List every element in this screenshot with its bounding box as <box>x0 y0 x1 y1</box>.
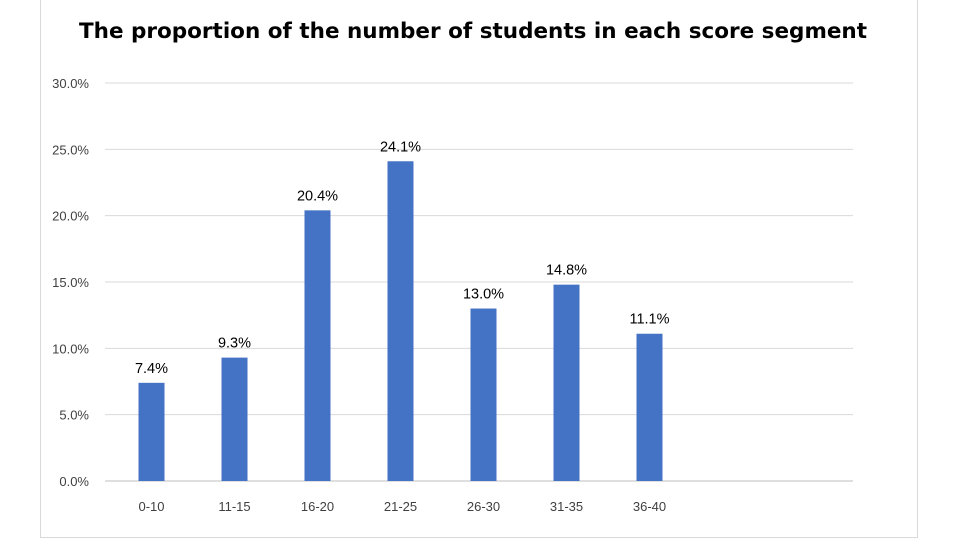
bar <box>138 382 165 481</box>
chart-title: The proportion of the number of students… <box>79 19 867 44</box>
bar <box>304 210 331 482</box>
x-tick-label: 36-40 <box>633 499 666 514</box>
y-tick-label: 0.0% <box>59 474 89 489</box>
x-tick-label: 16-20 <box>301 499 334 514</box>
data-label: 20.4% <box>297 188 338 204</box>
bar <box>387 161 414 482</box>
x-tick-label: 11-15 <box>218 499 250 514</box>
data-label: 13.0% <box>463 287 504 303</box>
y-tick-label: 20.0% <box>52 209 89 224</box>
data-label: 7.4% <box>135 361 168 377</box>
data-label: 24.1% <box>380 139 421 155</box>
data-label: 9.3% <box>218 336 251 352</box>
bar <box>221 357 248 481</box>
data-labels: 7.4% 9.3% 20.4% 24.1% 13.0% 14.8% 11.1% <box>135 139 670 377</box>
x-axis-ticks: 0-10 11-15 16-20 21-25 26-30 31-35 36-40 <box>138 499 666 514</box>
y-tick-label: 15.0% <box>52 275 89 290</box>
y-tick-label: 25.0% <box>52 142 89 157</box>
x-tick-label: 26-30 <box>467 499 500 514</box>
x-tick-label: 31-35 <box>550 499 583 514</box>
bar <box>636 333 663 481</box>
data-label: 14.8% <box>546 263 587 279</box>
chart-frame <box>40 0 918 538</box>
bar <box>470 308 497 481</box>
y-axis-ticks: 0.0% 5.0% 10.0% 15.0% 20.0% 25.0% 30.0% <box>52 76 89 489</box>
data-label: 11.1% <box>629 312 669 328</box>
y-tick-label: 10.0% <box>52 341 89 356</box>
x-tick-label: 0-10 <box>138 499 164 514</box>
x-tick-label: 21-25 <box>384 499 417 514</box>
y-tick-label: 5.0% <box>59 408 89 423</box>
bars <box>138 161 663 482</box>
bar <box>553 284 580 481</box>
y-tick-label: 30.0% <box>52 76 89 91</box>
